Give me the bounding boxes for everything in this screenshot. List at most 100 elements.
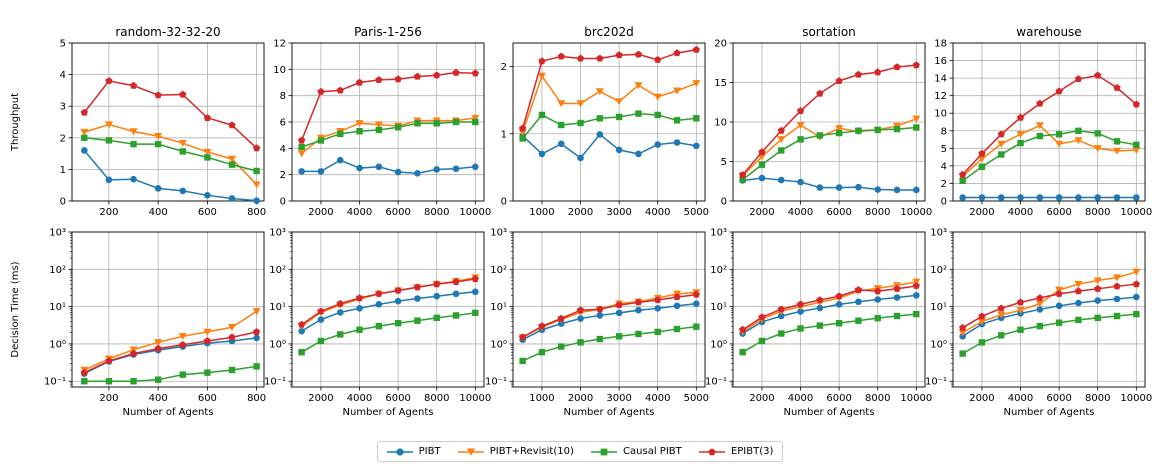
data-point-causal-pibt <box>179 371 186 378</box>
data-point-pibt-revisit-10 <box>653 93 662 101</box>
data-point-pibt-revisit-10 <box>537 72 546 80</box>
data-point-causal-pibt <box>538 111 546 119</box>
data-point-pibt <box>997 194 1005 201</box>
data-point-causal-pibt <box>558 343 565 350</box>
x-tick-label: 8000 <box>424 393 449 404</box>
panel-time-3: 2000 4000 6000 8000 10000 10⁻¹ 10⁰ 10¹ 10² 10³ Num… <box>705 228 932 419</box>
data-point-epibt-3 <box>228 333 236 341</box>
x-tick-label: 2000 <box>969 393 994 404</box>
data-point-pibt-revisit-10 <box>1035 300 1044 308</box>
y-tick-label: 2 <box>60 133 66 144</box>
data-point-epibt-3 <box>739 171 747 178</box>
data-point-causal-pibt <box>179 148 186 155</box>
data-point-causal-pibt <box>298 348 305 356</box>
x-axis-label: Number of Agents <box>123 407 214 418</box>
x-tick-label: 800 <box>247 207 266 218</box>
axes-frame <box>512 231 706 388</box>
data-point-causal-pibt <box>654 111 661 119</box>
x-tick-label: 600 <box>198 207 217 218</box>
panel-throughput-3: 2000 4000 6000 8000 10000 0 5 10 15 20 sortation <box>714 25 932 218</box>
x-tick-label: 2000 <box>308 393 333 404</box>
data-point-causal-pibt <box>739 176 746 183</box>
y-tick-label: 0 <box>941 197 947 208</box>
y-tick-label: 1 <box>60 165 66 176</box>
y-tick-label: 10³ <box>269 228 286 239</box>
data-point-causal-pibt <box>375 322 383 330</box>
x-tick-label: 2000 <box>568 207 593 218</box>
data-point-pibt <box>538 150 546 158</box>
data-point-causal-pibt <box>298 143 305 151</box>
data-point-epibt-3 <box>893 285 901 292</box>
data-point-epibt-3 <box>893 63 901 71</box>
series-line-epibt-3 <box>300 71 476 141</box>
data-point-causal-pibt <box>394 124 402 131</box>
data-point-epibt-3 <box>336 86 344 94</box>
series-line-pibt-revisit-10 <box>962 124 1137 177</box>
axes-frame <box>952 42 1146 202</box>
legend: PIBT PIBT+Revisit(10) Causal PIBT EPIBT(… <box>377 441 783 462</box>
data-point-pibt-revisit-10 <box>997 140 1006 148</box>
data-point-epibt-3 <box>519 124 527 132</box>
data-point-epibt-3 <box>596 54 604 62</box>
x-tick-label: 2000 <box>749 207 774 218</box>
x-tick-label: 4000 <box>347 393 372 404</box>
data-point-epibt-3 <box>634 50 643 58</box>
data-point-pibt-revisit-10 <box>374 121 383 129</box>
y-tick-label: 10⁻¹ <box>925 377 947 388</box>
data-point-pibt <box>855 183 862 191</box>
series-line-pibt-revisit-10 <box>521 74 697 133</box>
data-point-causal-pibt <box>893 125 901 133</box>
data-point-pibt-revisit-10 <box>252 181 261 189</box>
data-point-pibt-revisit-10 <box>1074 137 1083 145</box>
series-line-epibt-3 <box>83 331 257 374</box>
data-point-causal-pibt <box>228 161 236 168</box>
y-tick-label: 10¹ <box>930 302 947 313</box>
y-axis-label: Throughput <box>10 93 21 152</box>
y-tick-label: 5 <box>721 157 727 168</box>
x-tick-label: 3000 <box>606 207 631 218</box>
data-point-epibt-3 <box>816 89 824 97</box>
data-point-pibt-revisit-10 <box>154 339 163 347</box>
data-point-causal-pibt <box>538 348 546 356</box>
y-tick-label: 0 <box>60 197 66 208</box>
data-point-pibt-revisit-10 <box>835 125 844 133</box>
x-tick-label: 600 <box>198 393 217 404</box>
data-point-epibt-3 <box>912 61 920 69</box>
legend-label-pibt: PIBT <box>418 446 441 457</box>
x-tick-label: 6000 <box>385 393 410 404</box>
data-point-causal-pibt <box>978 339 986 346</box>
y-tick-label: 10³ <box>710 228 727 239</box>
y-tick-label: 8 <box>280 91 286 102</box>
data-point-causal-pibt <box>778 147 785 154</box>
data-point-epibt-3 <box>615 301 623 309</box>
y-tick-label: 10⁻¹ <box>44 377 66 388</box>
data-point-causal-pibt <box>596 335 604 343</box>
panel-time-0: 200 400 600 800 10⁻¹ 10⁰ 10¹ 10² 10³ Number of Ag… <box>10 228 266 419</box>
legend-item-pibt-revisit: PIBT+Revisit(10) <box>457 446 574 458</box>
data-point-pibt-revisit-10 <box>595 88 604 96</box>
axes-frame <box>291 231 485 388</box>
data-point-causal-pibt <box>105 378 113 385</box>
data-point-pibt <box>1113 194 1121 201</box>
data-point-pibt-revisit-10 <box>557 100 566 108</box>
data-point-pibt <box>154 185 162 192</box>
data-point-causal-pibt <box>472 309 479 317</box>
data-point-pibt <box>913 292 920 299</box>
data-point-pibt-revisit-10 <box>1093 145 1102 153</box>
series-line-pibt-revisit-10 <box>742 281 917 333</box>
data-point-epibt-3 <box>471 275 479 283</box>
data-point-causal-pibt <box>635 110 642 117</box>
series-line-causal-pibt <box>301 312 476 353</box>
data-point-pibt <box>356 164 363 172</box>
data-point-epibt-3 <box>634 298 643 306</box>
data-point-pibt <box>253 197 260 204</box>
data-point-pibt <box>1075 299 1082 307</box>
data-point-epibt-3 <box>816 296 824 304</box>
y-tick-label: 10⁻¹ <box>485 377 507 388</box>
data-point-pibt-revisit-10 <box>958 329 967 337</box>
series-line-causal-pibt <box>84 137 257 172</box>
panel-throughput-4: 2000 4000 6000 8000 10000 0 2 4 5 8 10 12 14 16 18 ware… <box>934 25 1152 218</box>
x-tick-label: 1000 <box>529 393 554 404</box>
y-tick-label: 18 <box>934 39 947 50</box>
series-line-causal-pibt <box>522 112 697 139</box>
